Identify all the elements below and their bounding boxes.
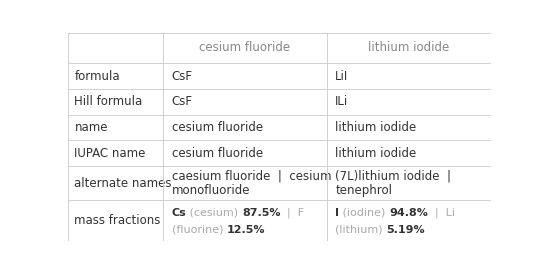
Text: I: I bbox=[335, 208, 339, 218]
Text: alternate names: alternate names bbox=[75, 177, 172, 190]
Text: lithium iodide: lithium iodide bbox=[368, 41, 449, 54]
Text: (7L)lithium iodide  |
tenephrol: (7L)lithium iodide | tenephrol bbox=[335, 169, 451, 197]
Text: CsF: CsF bbox=[172, 70, 192, 83]
Text: 12.5%: 12.5% bbox=[227, 225, 265, 235]
Text: (lithium): (lithium) bbox=[335, 225, 386, 235]
Text: 87.5%: 87.5% bbox=[242, 208, 280, 218]
Text: 94.8%: 94.8% bbox=[389, 208, 428, 218]
Text: CsF: CsF bbox=[172, 95, 192, 108]
Text: cesium fluoride: cesium fluoride bbox=[199, 41, 290, 54]
Text: caesium fluoride  |  cesium
monofluoride: caesium fluoride | cesium monofluoride bbox=[172, 169, 331, 197]
Text: lithium iodide: lithium iodide bbox=[335, 121, 416, 134]
Text: |  Li: | Li bbox=[428, 207, 455, 218]
Text: (iodine): (iodine) bbox=[339, 208, 389, 218]
Text: Hill formula: Hill formula bbox=[75, 95, 143, 108]
Text: (cesium): (cesium) bbox=[186, 208, 242, 218]
Text: LiI: LiI bbox=[335, 70, 348, 83]
Text: formula: formula bbox=[75, 70, 120, 83]
Text: ILi: ILi bbox=[335, 95, 348, 108]
Text: mass fractions: mass fractions bbox=[75, 214, 161, 227]
Text: IUPAC name: IUPAC name bbox=[75, 147, 146, 160]
Text: lithium iodide: lithium iodide bbox=[335, 147, 416, 160]
Text: cesium fluoride: cesium fluoride bbox=[172, 121, 263, 134]
Text: 5.19%: 5.19% bbox=[386, 225, 425, 235]
Text: |  F: | F bbox=[280, 207, 305, 218]
Text: (fluorine): (fluorine) bbox=[172, 225, 227, 235]
Text: cesium fluoride: cesium fluoride bbox=[172, 147, 263, 160]
Text: name: name bbox=[75, 121, 108, 134]
Text: Cs: Cs bbox=[172, 208, 186, 218]
